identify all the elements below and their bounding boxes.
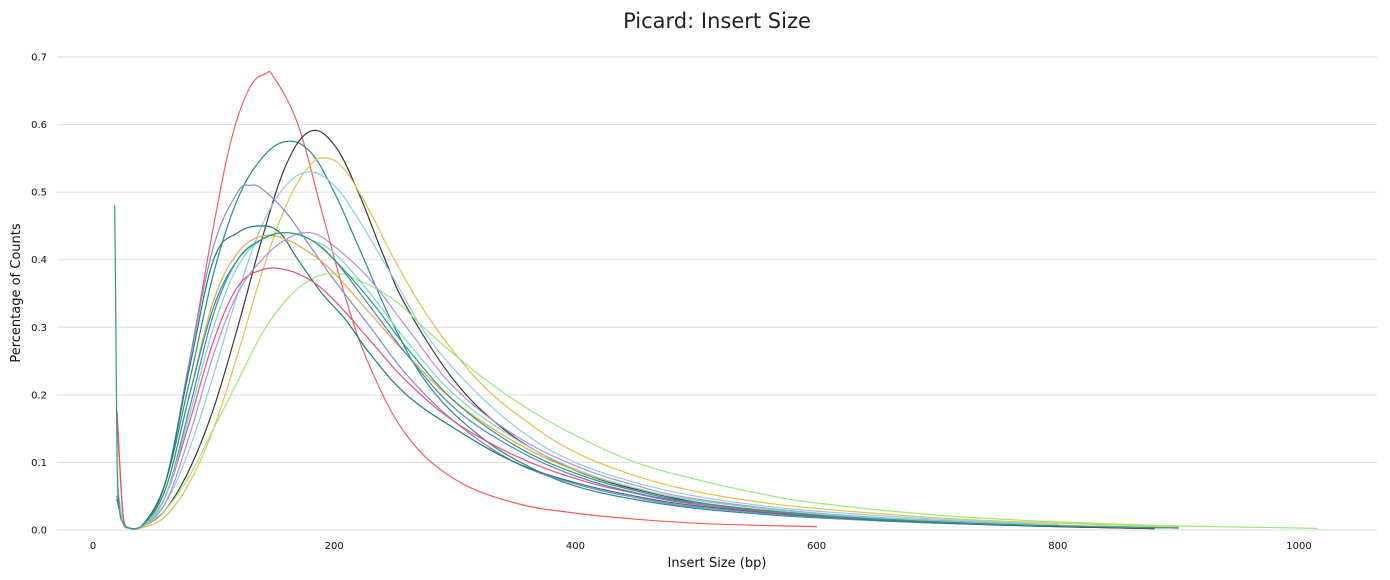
series-line-4	[116, 157, 1179, 531]
y-gridlines	[57, 56, 1377, 531]
series-line-1	[116, 70, 818, 530]
y-tick-label: 0.0	[31, 526, 47, 537]
y-tick-label: 0.7	[31, 53, 47, 64]
x-tick-label: 400	[566, 541, 585, 552]
x-tick-label: 0	[90, 541, 96, 552]
x-tick-label: 1000	[1286, 541, 1311, 552]
x-tick-label: 600	[807, 541, 826, 552]
series-lines	[114, 70, 1318, 531]
series-line-10	[116, 234, 1179, 530]
y-tick-label: 0.6	[31, 120, 47, 131]
series-line-13	[116, 232, 1179, 530]
series-line-3	[116, 129, 1155, 530]
series-line-11	[116, 232, 1155, 530]
y-tick-label: 0.5	[31, 188, 47, 199]
y-tick-label: 0.3	[31, 323, 47, 334]
y-tick-label: 0.2	[31, 390, 47, 401]
x-axis-label: Insert Size (bp)	[668, 556, 767, 571]
y-tick-label: 0.1	[31, 458, 47, 469]
x-tick-label: 800	[1048, 541, 1067, 552]
x-tick-label: 200	[325, 541, 344, 552]
series-line-12	[116, 231, 1179, 530]
y-tick-label: 0.4	[31, 255, 47, 266]
chart-title: Picard: Insert Size	[623, 9, 811, 33]
y-axis-label: Percentage of Counts	[9, 223, 24, 363]
series-line-2	[116, 140, 1155, 530]
series-line-14	[114, 205, 1179, 530]
series-line-9	[116, 267, 1179, 530]
x-tick-labels: 0 200 400 600 800 1000	[90, 541, 1312, 552]
series-line-8	[116, 225, 1059, 530]
y-tick-labels: 0.0 0.1 0.2 0.3 0.4 0.5 0.6 0.7	[31, 53, 47, 537]
series-line-7	[116, 272, 1318, 530]
